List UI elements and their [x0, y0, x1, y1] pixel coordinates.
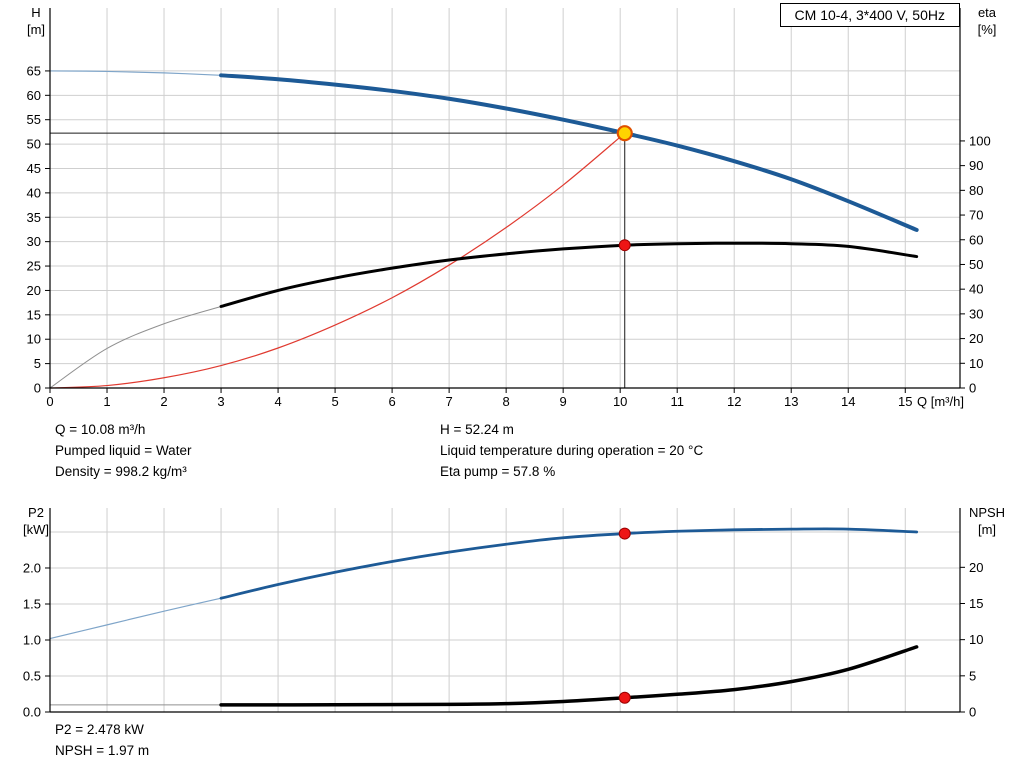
left-tick-label: 45: [27, 161, 41, 176]
left-tick-label: 1.0: [23, 632, 41, 647]
eta-curve-thin: [49, 305, 222, 389]
right-tick-label: 30: [969, 306, 983, 321]
right-tick-label: 20: [969, 331, 983, 346]
npsh-point-marker: [618, 691, 631, 704]
right-tick-label: 40: [969, 282, 983, 297]
right-axis-title: [%]: [978, 22, 997, 37]
right-axis-title: eta: [978, 5, 997, 20]
right-tick-label: 5: [969, 668, 976, 683]
left-tick-label: 35: [27, 210, 41, 225]
x-tick-label: 14: [841, 394, 855, 409]
performance-chart: 0 1 2 3 4 5 6 7 8 9 10 11 12 13 14 15051015202530354045…: [27, 5, 997, 409]
right-tick-label: 0: [969, 381, 976, 396]
power-npsh-chart: 0.0 0.5 1.0 1.5 2.0 0 5 10 15 20 P2 [kW] NPSH [m]: [23, 505, 1005, 720]
right-tick-label: 15: [969, 596, 983, 611]
p2-curve: [219, 527, 919, 600]
duty-info-right: H = 52.24 m Liquid temperature during op…: [440, 419, 703, 482]
right-tick-label: 10: [969, 356, 983, 371]
x-tick-label: 15: [898, 394, 912, 409]
x-tick-label: 0: [46, 394, 53, 409]
p2-curve-thin: [49, 597, 222, 640]
right-axis-title: [m]: [978, 522, 996, 537]
left-tick-label: 65: [27, 63, 41, 78]
right-axis-title: NPSH: [969, 505, 1005, 520]
eta-curve: [219, 241, 919, 308]
left-tick-label: 20: [27, 283, 41, 298]
p2-point-marker: [618, 527, 631, 540]
pumped-liquid-text: Pumped liquid = Water: [55, 443, 192, 458]
system-curve: [49, 132, 626, 389]
left-tick-label: 40: [27, 185, 41, 200]
left-tick-label: 5: [34, 356, 41, 371]
left-tick-label: 50: [27, 137, 41, 152]
x-tick-label: 13: [784, 394, 798, 409]
x-tick-label: 12: [727, 394, 741, 409]
right-tick-label: 70: [969, 208, 983, 223]
liquid-temp-text: Liquid temperature during operation = 20…: [440, 443, 704, 458]
x-axis-label: Q [m³/h]: [917, 394, 964, 409]
x-tick-label: 9: [560, 394, 567, 409]
left-tick-label: 25: [27, 259, 41, 274]
left-tick-label: 15: [27, 307, 41, 322]
right-tick-label: 60: [969, 232, 983, 247]
x-tick-label: 3: [217, 394, 224, 409]
left-tick-label: 30: [27, 234, 41, 249]
x-tick-label: 1: [103, 394, 110, 409]
right-tick-label: 50: [969, 257, 983, 272]
head-curve: [219, 73, 919, 232]
duty-info-left: Q = 10.08 m³/h Pumped liquid = Water Den…: [55, 419, 191, 482]
x-tick-label: 4: [274, 394, 281, 409]
left-axis-title: [m]: [27, 22, 45, 37]
right-tick-label: 80: [969, 183, 983, 198]
eta-pump-text: Eta pump = 57.8 %: [440, 464, 556, 479]
left-axis-title: P2: [28, 505, 44, 520]
x-tick-label: 5: [331, 394, 338, 409]
density-text: Density = 998.2 kg/m³: [55, 464, 187, 479]
head-curve-thin: [49, 70, 222, 76]
right-tick-label: 90: [969, 158, 983, 173]
left-tick-label: 2.0: [23, 560, 41, 575]
eta-point-marker: [618, 239, 631, 252]
duty-point-marker: [616, 125, 633, 142]
p2-text: P2 = 2.478 kW: [55, 722, 144, 737]
duty-h-text: H = 52.24 m: [440, 422, 514, 437]
left-axis-title: [kW]: [23, 522, 49, 537]
right-tick-label: 100: [969, 133, 991, 148]
left-tick-label: 10: [27, 332, 41, 347]
right-tick-label: 0: [969, 705, 976, 720]
x-tick-label: 7: [446, 394, 453, 409]
left-tick-label: 1.5: [23, 596, 41, 611]
x-tick-label: 2: [160, 394, 167, 409]
duty-q-text: Q = 10.08 m³/h: [55, 422, 146, 437]
x-tick-label: 8: [503, 394, 510, 409]
left-tick-label: 0.0: [23, 705, 41, 720]
power-info: P2 = 2.478 kW NPSH = 1.97 m: [55, 719, 149, 761]
left-axis-title: H: [31, 5, 40, 20]
pump-title-box: CM 10-4, 3*400 V, 50Hz: [779, 3, 960, 27]
x-tick-label: 10: [613, 394, 627, 409]
right-tick-label: 10: [969, 632, 983, 647]
right-tick-label: 20: [969, 560, 983, 575]
left-tick-label: 0.5: [23, 668, 41, 683]
left-tick-label: 60: [27, 88, 41, 103]
npsh-text: NPSH = 1.97 m: [55, 743, 150, 758]
left-tick-label: 55: [27, 112, 41, 127]
npsh-curve: [219, 645, 919, 707]
x-tick-label: 11: [670, 394, 684, 409]
left-tick-label: 0: [34, 381, 41, 396]
x-tick-label: 6: [388, 394, 395, 409]
